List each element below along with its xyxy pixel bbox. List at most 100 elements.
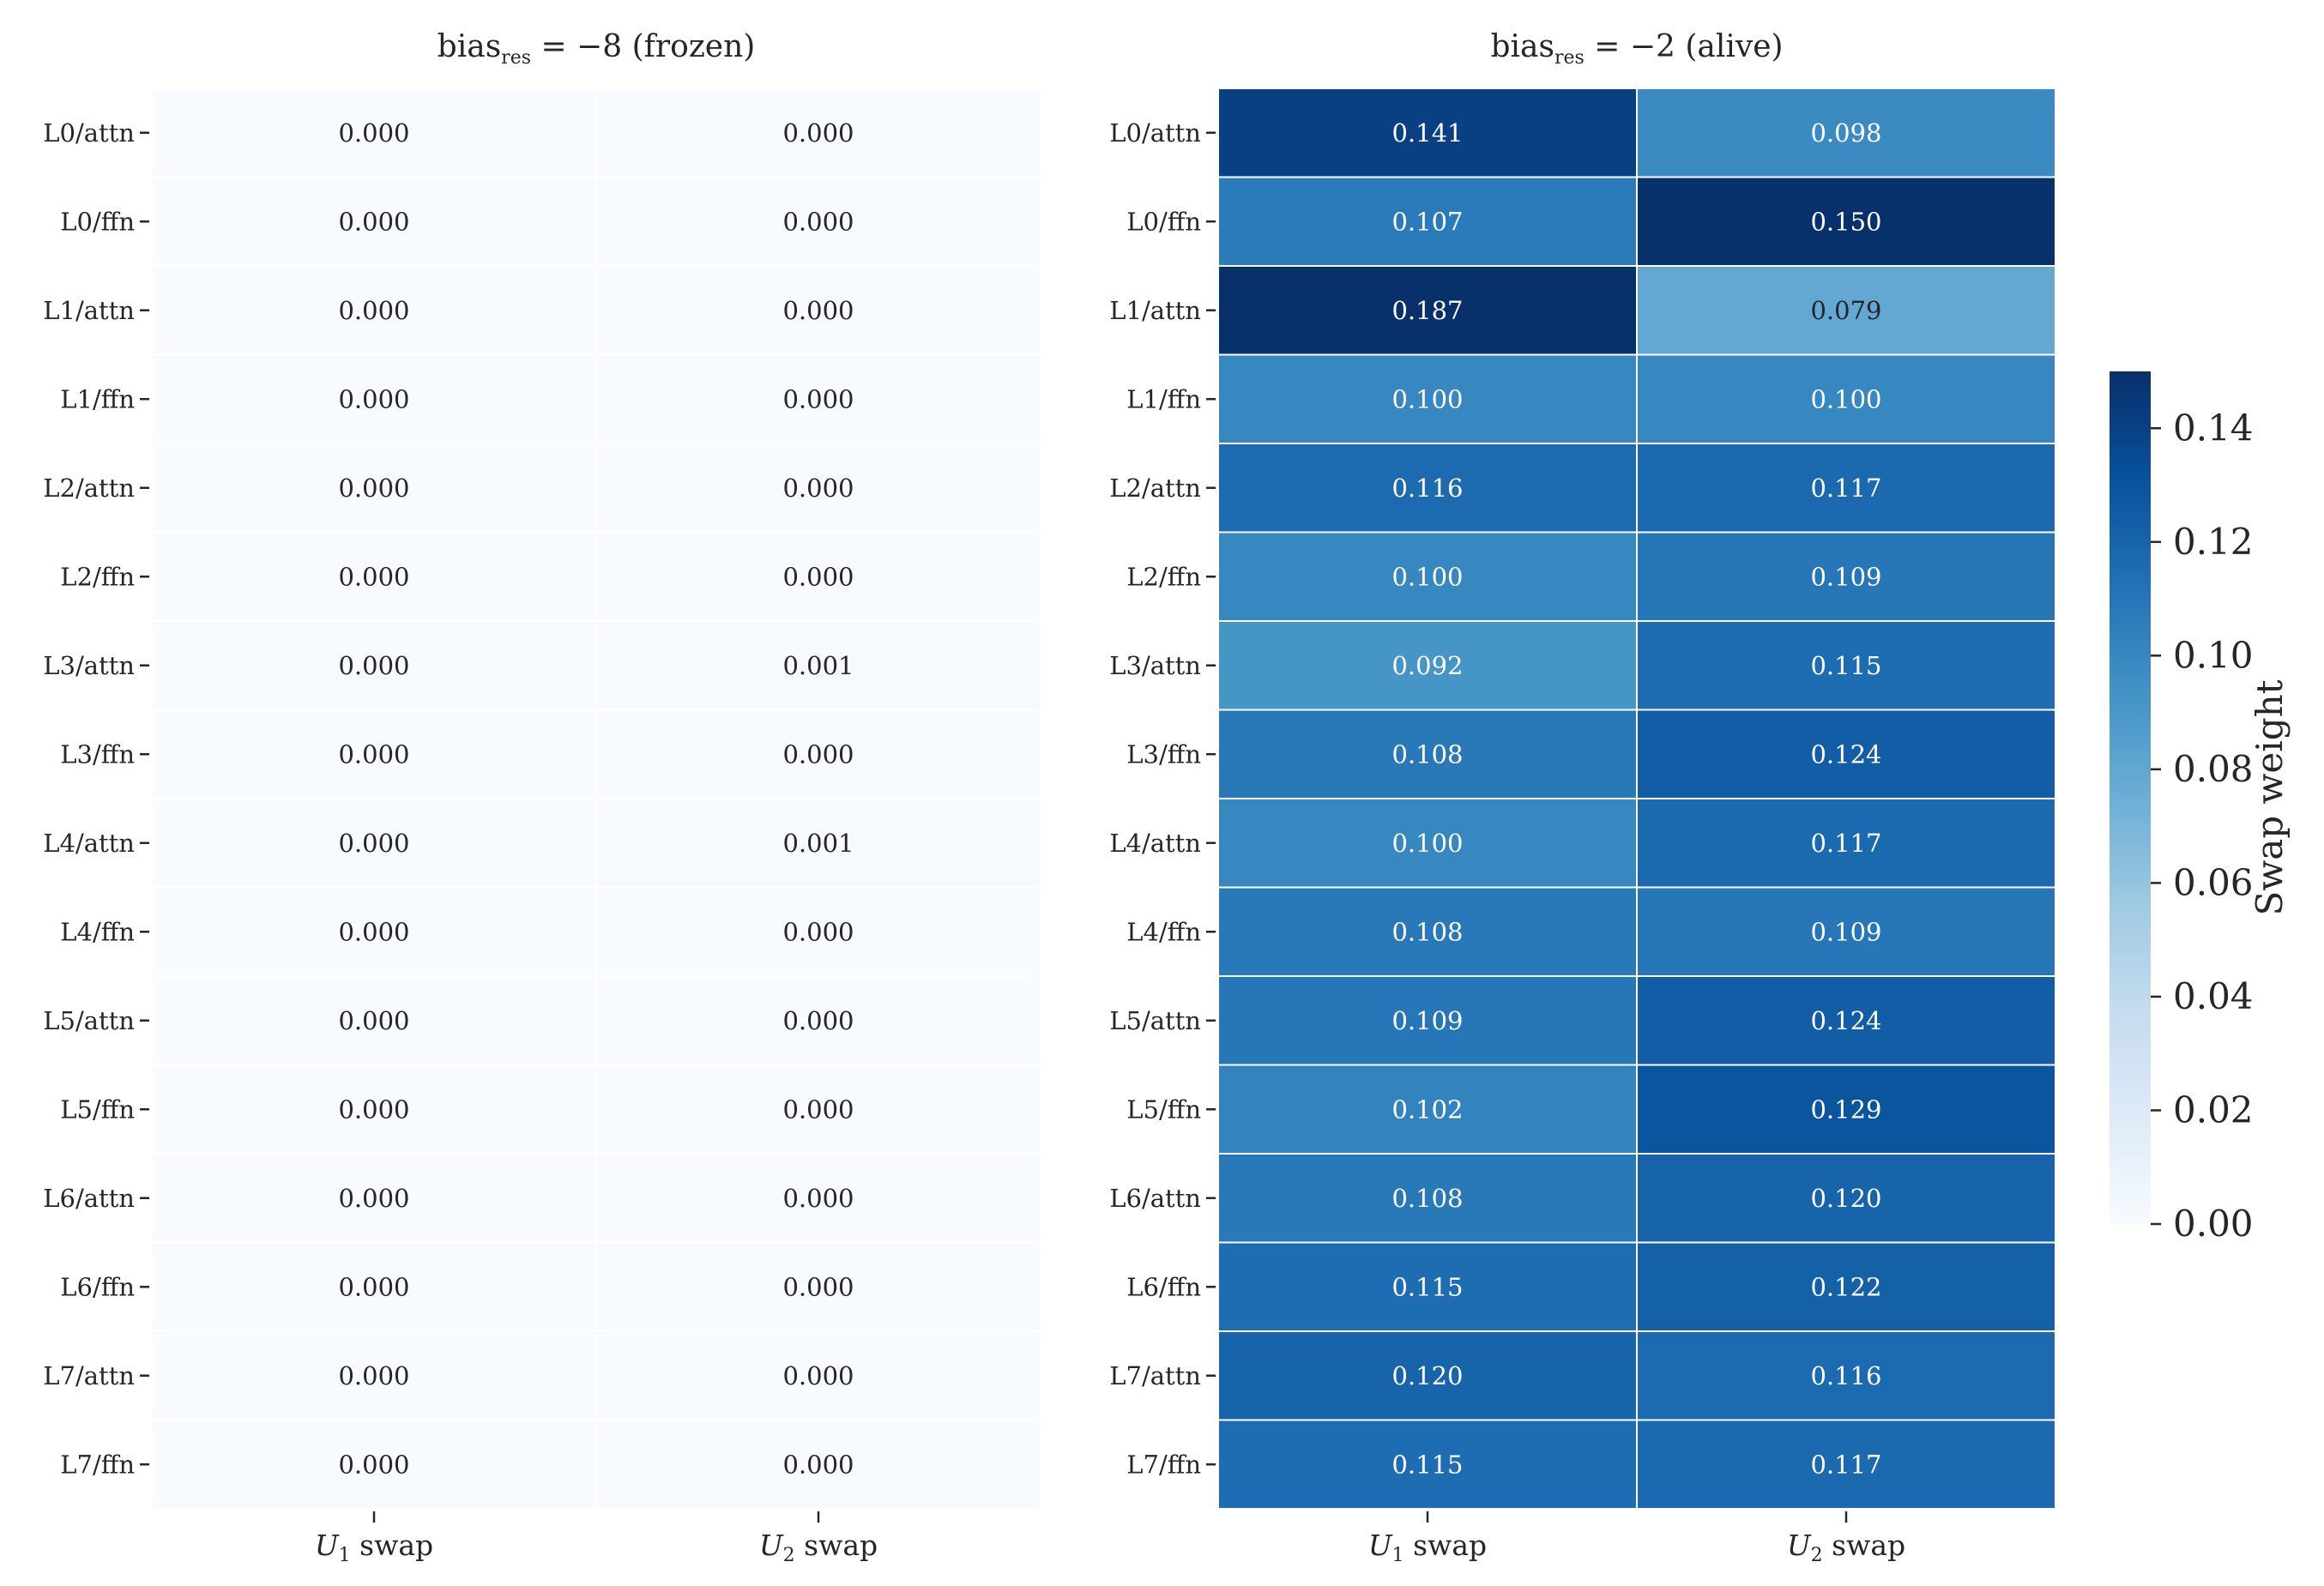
colorbar-label: Swap weight	[2249, 679, 2291, 915]
heatmap-cell	[151, 886, 597, 977]
heatmap-cell	[1217, 798, 1638, 889]
cell-value-label: 0.100	[1391, 562, 1463, 591]
heatmap-cell	[1636, 975, 2056, 1066]
colorbar-tick-label: 0.10	[2173, 634, 2254, 676]
colorbar-ticks: 0.00 0.02 0.04 0.06 0.08 0.10 0.12 0.14	[2151, 407, 2254, 1245]
heatmap-cell	[151, 1064, 597, 1155]
y-tick-label: L5/attn	[1109, 1006, 1201, 1035]
cell-value-label: 0.115	[1391, 1450, 1463, 1479]
cell-value-label: 0.000	[338, 1361, 409, 1390]
cell-value-label: 0.116	[1810, 1361, 1881, 1390]
heatmap-cell	[1217, 620, 1638, 711]
heatmap-cell	[1636, 620, 2056, 711]
cell-value-label: 0.108	[1391, 1184, 1463, 1213]
heatmap-cell	[1217, 353, 1638, 444]
colorbar-tick-label: 0.00	[2173, 1203, 2254, 1245]
cell-value-label: 0.000	[782, 739, 854, 769]
x-tick-label: U1 swap	[315, 1529, 433, 1566]
cell-value-label: 0.098	[1810, 118, 1881, 148]
heatmap-cell	[595, 1330, 1041, 1421]
heatmap-cell	[1636, 886, 2056, 977]
heatmap-cell	[151, 1241, 597, 1332]
x-tick-label: U1 swap	[1368, 1529, 1487, 1566]
heatmap-cell	[595, 1241, 1041, 1332]
cell-value-label: 0.000	[338, 739, 409, 769]
heatmap-cell	[595, 1153, 1041, 1244]
cell-value-label: 0.000	[338, 1006, 409, 1035]
heatmap-cell	[595, 87, 1041, 178]
cell-value-label: 0.107	[1391, 207, 1463, 236]
colorbar-tick-label: 0.12	[2173, 521, 2254, 563]
heatmap-cell	[1217, 531, 1638, 622]
y-tick-label: L7/ffn	[1126, 1450, 1201, 1479]
y-tick-label: L4/attn	[43, 829, 135, 858]
heatmap-cell	[1636, 1419, 2056, 1510]
y-tick-label: L0/attn	[43, 118, 135, 148]
heatmap-cell	[595, 1064, 1041, 1155]
heatmap-cell	[1636, 531, 2056, 622]
cell-value-label: 0.092	[1391, 651, 1463, 680]
heatmap-cell	[151, 620, 597, 711]
heatmap-cell	[1636, 1064, 2056, 1155]
cell-value-label: 0.100	[1810, 384, 1881, 413]
heatmap-cell	[1636, 176, 2056, 267]
heatmap-cell	[595, 1419, 1041, 1510]
cell-value-label: 0.000	[782, 1095, 854, 1124]
cell-value-label: 0.108	[1391, 917, 1463, 946]
cell-value-label: 0.000	[338, 1272, 409, 1301]
cell-value-label: 0.000	[338, 651, 409, 680]
y-tick-label: L5/attn	[43, 1006, 135, 1035]
y-tick-label: L7/ffn	[60, 1450, 135, 1479]
cell-value-label: 0.000	[338, 1095, 409, 1124]
heatmap-cell	[595, 443, 1041, 534]
right-panel-title: biasres = −2 (alive)	[1490, 29, 1783, 69]
heatmap-cell	[595, 176, 1041, 267]
cell-value-label: 0.109	[1391, 1006, 1463, 1035]
cell-value-label: 0.120	[1810, 1184, 1881, 1213]
colorbar-tick-label: 0.08	[2173, 748, 2254, 790]
cell-value-label: 0.141	[1391, 118, 1463, 148]
heatmap-cell	[1217, 176, 1638, 267]
left-panel-title: biasres = −8 (frozen)	[438, 29, 756, 69]
y-tick-label: L5/ffn	[60, 1095, 135, 1124]
cell-value-label: 0.000	[338, 917, 409, 946]
y-tick-label: L3/attn	[43, 651, 135, 680]
left-heatmap: 0.000 0.000 0.000 0.000 0.000 0.000 0.000 0.000…	[43, 87, 1041, 1566]
heatmap-cell	[1636, 443, 2056, 534]
heatmap-cell	[595, 265, 1041, 356]
cell-value-label: 0.000	[782, 562, 854, 591]
colorbar-tick-label: 0.14	[2173, 407, 2254, 449]
y-tick-label: L1/ffn	[60, 384, 135, 413]
cell-value-label: 0.102	[1391, 1095, 1463, 1124]
cell-value-label: 0.000	[338, 1450, 409, 1479]
colorbar: 0.00 0.02 0.04 0.06 0.08 0.10 0.12 0.14 Swap we…	[2110, 371, 2291, 1245]
cell-value-label: 0.124	[1810, 739, 1881, 769]
cell-value-label: 0.100	[1391, 384, 1463, 413]
heatmap-cell	[1217, 886, 1638, 977]
heatmap-cell	[151, 1153, 597, 1244]
cell-value-label: 0.120	[1391, 1361, 1463, 1390]
cell-value-label: 0.000	[338, 118, 409, 148]
y-tick-label: L7/attn	[43, 1361, 135, 1390]
heatmap-cell	[151, 87, 597, 178]
colorbar-tick-label: 0.04	[2173, 975, 2254, 1017]
heatmap-cell	[1636, 353, 2056, 444]
y-tick-label: L4/attn	[1109, 829, 1201, 858]
heatmap-cell	[1217, 709, 1638, 799]
heatmap-cell	[595, 620, 1041, 711]
y-tick-label: L7/attn	[1109, 1361, 1201, 1390]
y-tick-label: L3/ffn	[1126, 739, 1201, 769]
y-tick-label: L6/attn	[1109, 1184, 1201, 1213]
heatmap-cell	[151, 1330, 597, 1421]
cell-value-label: 0.116	[1391, 473, 1463, 503]
heatmap-cell	[151, 975, 597, 1066]
heatmap-cell	[1217, 1419, 1638, 1510]
cell-value-label: 0.000	[338, 384, 409, 413]
colorbar-gradient	[2110, 371, 2151, 1224]
y-tick-label: L3/ffn	[60, 739, 135, 769]
cell-value-label: 0.109	[1810, 917, 1881, 946]
y-tick-label: L0/attn	[1109, 118, 1201, 148]
cell-value-label: 0.000	[782, 1272, 854, 1301]
heatmap-cell	[1636, 1241, 2056, 1332]
y-tick-label: L2/attn	[1109, 473, 1201, 503]
